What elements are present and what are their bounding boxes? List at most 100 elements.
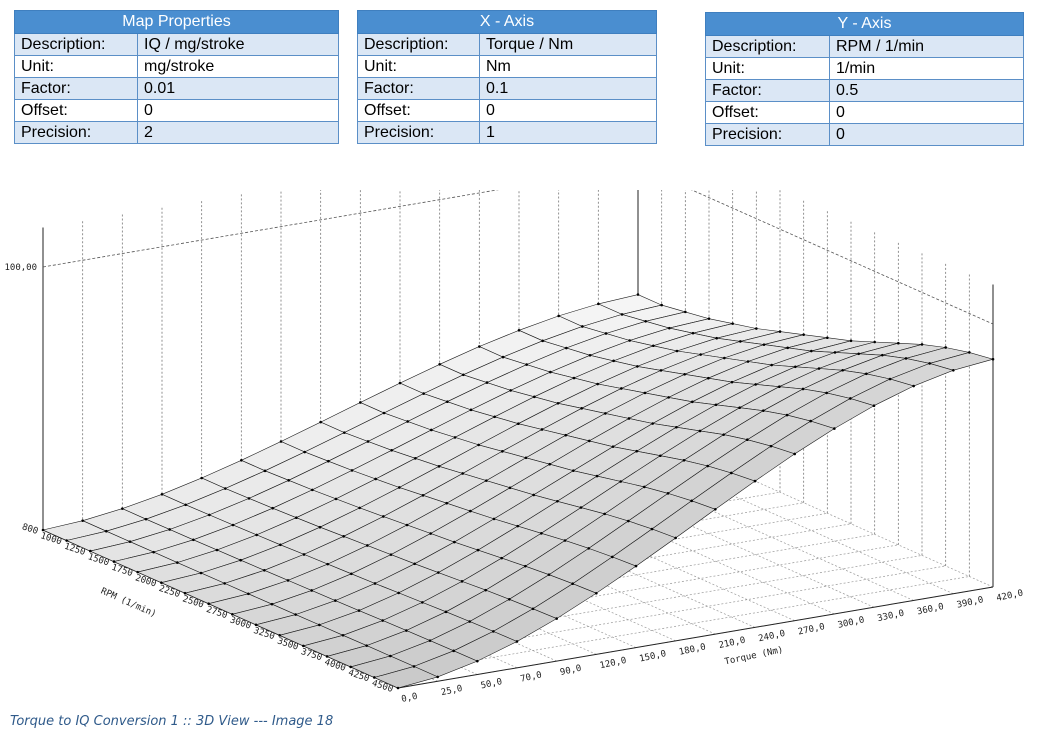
x-tick-label: 180,0 [678, 642, 707, 657]
surface-point [991, 357, 995, 361]
surface-point [952, 368, 955, 372]
surface-point [112, 560, 116, 563]
surface-point [515, 640, 519, 643]
surface-point [595, 474, 599, 478]
surface-point [462, 373, 465, 377]
surface-point [604, 412, 607, 415]
surface-point [469, 509, 472, 513]
surface-point [555, 617, 558, 620]
surface-point [168, 528, 171, 531]
surface-point [581, 325, 584, 328]
surface-point [437, 571, 440, 574]
surface-point [382, 515, 385, 518]
surface-point [224, 487, 227, 490]
surface-point [302, 553, 306, 556]
surface-point [691, 400, 694, 404]
y-offset-value: 0 [829, 101, 1024, 124]
surface-point [121, 507, 124, 510]
floor-line-x [320, 482, 676, 642]
surface-point [468, 620, 471, 623]
surface-point [809, 419, 812, 423]
surface-point [557, 314, 560, 318]
surface-point [41, 528, 45, 532]
surface-point [556, 499, 559, 503]
surface-point [215, 548, 219, 552]
y-unit-value: 1/min [829, 57, 1024, 80]
x-tick-label: 270,0 [797, 622, 826, 637]
surface-point [968, 351, 971, 354]
surface-point [255, 533, 258, 537]
map-offset-value: 0 [137, 99, 339, 122]
surface-point [374, 477, 377, 481]
surface-point [731, 322, 734, 325]
figure-caption: Torque to IQ Conversion 1 :: 3D View ---… [10, 714, 334, 729]
surface-point [722, 433, 725, 436]
surface-point [144, 517, 148, 521]
floor-line-x [558, 442, 914, 601]
surface-point [406, 420, 409, 423]
y-description-key: Description: [705, 35, 830, 58]
surface-point [920, 343, 924, 346]
surface-point [310, 589, 313, 592]
surface-point [508, 597, 511, 601]
surface-point [739, 340, 742, 343]
surface-point [516, 524, 519, 528]
surface-point [762, 409, 765, 412]
surface-point [358, 506, 361, 510]
x-precision-key: Precision: [357, 121, 480, 144]
surface-point [691, 331, 695, 335]
surface-3d-chart: 100,00 0,0 25,0 50,0 70,0 90,0 120,0 150,0 180,0… [4, 190, 1024, 705]
surface-point [231, 612, 234, 616]
surface-point [833, 427, 836, 430]
surface-point [635, 449, 638, 453]
surface-point [160, 581, 163, 584]
surface-point [833, 351, 837, 354]
x-axis-line [397, 586, 994, 689]
surface-point [318, 623, 321, 627]
surface-point [247, 497, 251, 500]
surface-point [319, 420, 322, 424]
surface-point [698, 429, 702, 433]
surface-point [540, 532, 543, 535]
y-offset-key: Offset: [705, 101, 830, 124]
surface-point [287, 479, 290, 482]
surface-point [247, 592, 250, 596]
surface-point [208, 513, 211, 517]
surface-point [587, 547, 590, 550]
surface-point [596, 382, 599, 386]
surface-point [517, 422, 520, 426]
surface-point [801, 387, 805, 391]
surface-point [627, 417, 631, 420]
y-description-value: RPM / 1/min [829, 35, 1024, 58]
surface-point [533, 395, 536, 399]
surface-point [595, 591, 598, 595]
surface-point [753, 479, 757, 483]
surface-point [492, 630, 495, 633]
surface-point [549, 370, 552, 374]
surface-point [659, 369, 663, 372]
surface-point [341, 633, 345, 637]
surface-point [944, 346, 947, 349]
surface-point [231, 523, 235, 527]
x-description-value: Torque / Nm [479, 33, 657, 56]
surface-point [572, 469, 575, 472]
y-axis-title: Y - Axis [705, 12, 1024, 36]
surface-point [350, 572, 353, 576]
map-properties-table: Map Properties Description: IQ / mg/strok… [14, 10, 339, 144]
chart-frame [42, 190, 994, 587]
surface-point [714, 403, 718, 407]
x-factor-value: 0.1 [479, 77, 657, 100]
surface-point [668, 326, 671, 330]
surface-point [398, 486, 401, 489]
x-offset-value: 0 [479, 99, 657, 122]
surface-point [492, 517, 496, 521]
y-tick-label: 800 [21, 522, 40, 537]
surface-point [746, 360, 750, 363]
surface-point [476, 548, 480, 552]
surface-point [619, 480, 622, 483]
x-unit-value: Nm [479, 55, 657, 78]
x-tick-label: 240,0 [758, 629, 787, 644]
surface-point [730, 471, 733, 475]
x-factor-key: Factor: [357, 77, 480, 100]
x-tick-label: 210,0 [718, 636, 747, 651]
